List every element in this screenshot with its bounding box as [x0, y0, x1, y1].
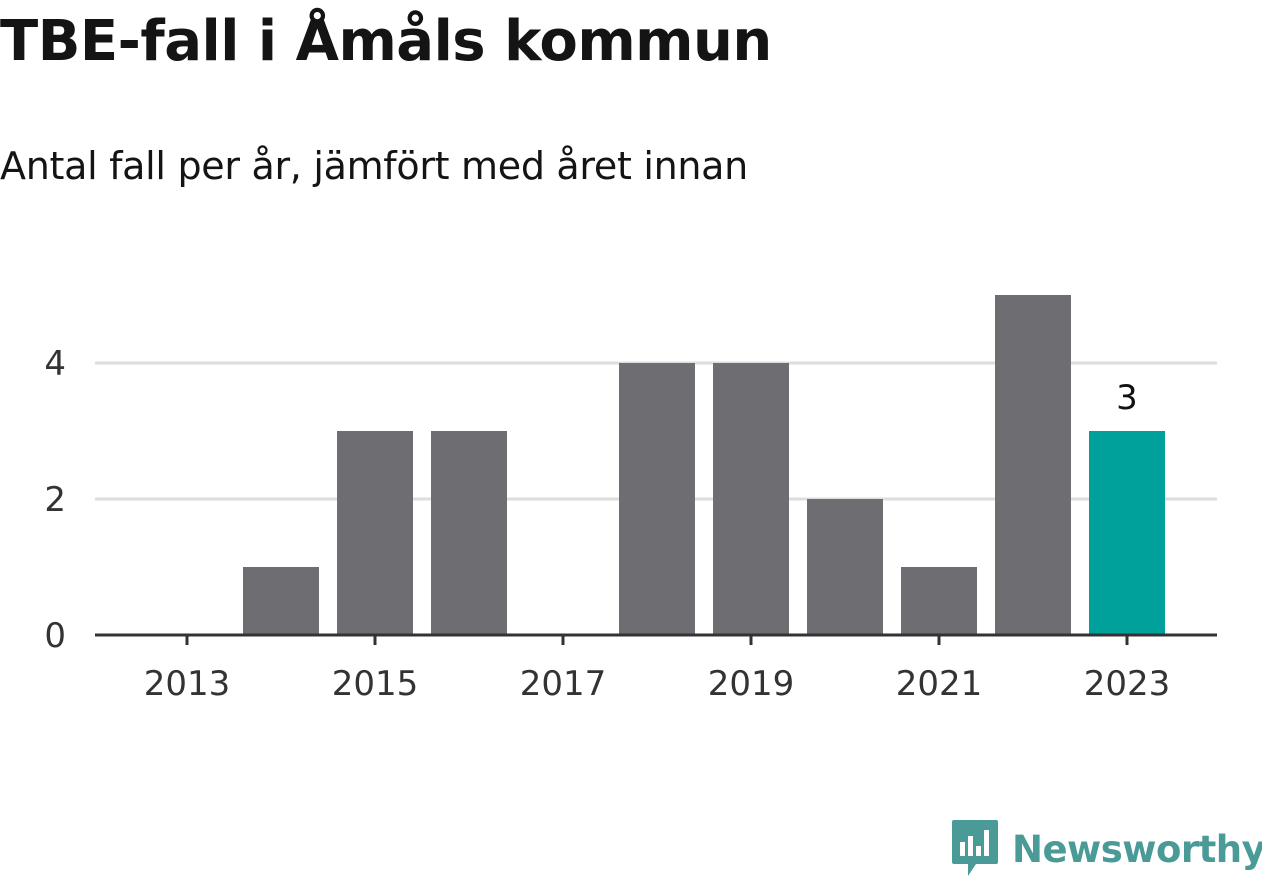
x-tick-label: 2015 — [332, 664, 419, 704]
x-tick-label: 2021 — [896, 664, 983, 704]
axes — [95, 633, 1217, 645]
y-tick-label: 0 — [44, 616, 66, 656]
bar-2014 — [243, 567, 319, 635]
bar-2021 — [901, 567, 977, 635]
chart-subtitle: Antal fall per år, jämfört med året inna… — [0, 144, 748, 188]
y-tick-label: 2 — [44, 480, 66, 520]
x-tick-label: 2013 — [144, 664, 231, 704]
bars — [243, 295, 1165, 635]
bar-2018 — [619, 363, 695, 635]
bar-value-label: 3 — [1116, 378, 1138, 418]
y-tick-label: 4 — [44, 344, 66, 384]
bar-2019 — [713, 363, 789, 635]
brand-name: Newsworthy — [1012, 827, 1262, 871]
brand-logo: Newsworthy — [950, 818, 1262, 880]
x-tick-label: 2017 — [520, 664, 607, 704]
bar-2015 — [337, 431, 413, 635]
x-tick-label: 2023 — [1084, 664, 1171, 704]
bar-2016 — [431, 431, 507, 635]
bar-2023 — [1089, 431, 1165, 635]
bar-chart-speech-bubble-icon — [952, 820, 998, 876]
bar-2022 — [995, 295, 1071, 635]
labels: 0 2 4 3 2013 2015 2017 2019 2021 2023 — [44, 344, 1170, 704]
chart-title: TBE-fall i Åmåls kommun — [0, 9, 772, 74]
x-tick-label: 2019 — [708, 664, 795, 704]
bar-2020 — [807, 499, 883, 635]
